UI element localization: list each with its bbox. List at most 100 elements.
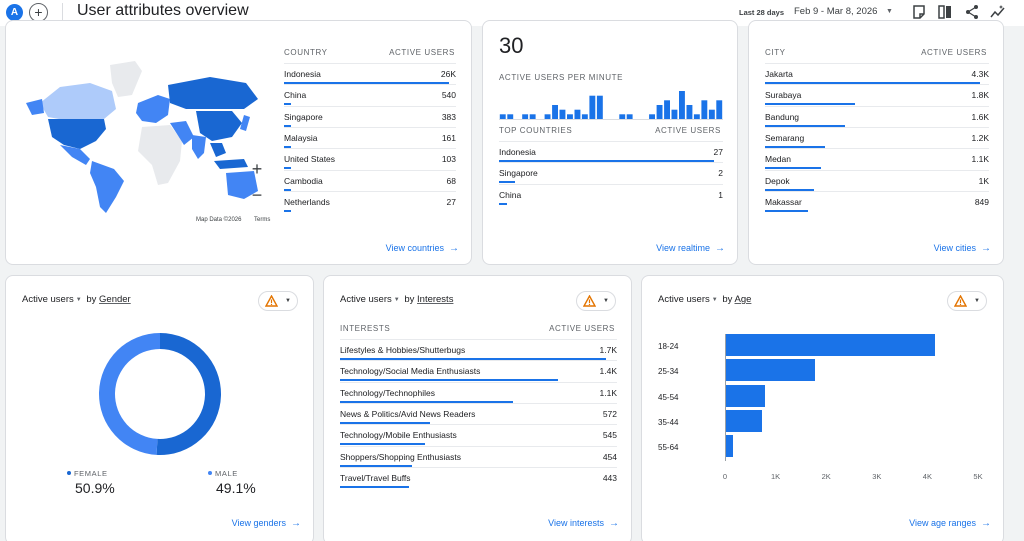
- map-region-russia[interactable]: [168, 77, 258, 109]
- minute-bar[interactable]: [716, 100, 723, 119]
- minute-bar[interactable]: [708, 109, 715, 119]
- dimension-selector[interactable]: Gender: [99, 294, 131, 305]
- map-region-united-states[interactable]: [48, 119, 106, 149]
- map-region-japan[interactable]: [240, 115, 250, 131]
- table-row[interactable]: Singapore 2: [499, 162, 723, 184]
- minute-bar[interactable]: [589, 95, 596, 119]
- age-bar[interactable]: [725, 384, 766, 407]
- world-map[interactable]: [20, 57, 260, 217]
- map-region-mexico[interactable]: [60, 145, 90, 165]
- view-genders-label[interactable]: View genders: [231, 518, 286, 528]
- compare-icon[interactable]: [937, 4, 953, 20]
- view-genders-link[interactable]: View genders →: [232, 518, 301, 529]
- minute-bar[interactable]: [559, 109, 566, 119]
- map-region-africa[interactable]: [138, 125, 182, 185]
- view-countries-label[interactable]: View countries: [385, 243, 444, 253]
- minute-bar[interactable]: [693, 114, 700, 119]
- active-users-per-minute-chart[interactable]: [499, 89, 723, 119]
- minute-bar[interactable]: [522, 114, 529, 119]
- column-header-country[interactable]: COUNTRY: [284, 48, 328, 57]
- metric-selector[interactable]: Active users: [658, 294, 710, 305]
- table-row[interactable]: China 540: [284, 84, 456, 106]
- column-header-active-users[interactable]: ACTIVE USERS: [549, 324, 615, 333]
- map-region-southeast-asia[interactable]: [210, 143, 226, 157]
- view-interests-link[interactable]: View interests →: [548, 518, 619, 529]
- table-row[interactable]: Singapore 383: [284, 105, 456, 127]
- minute-bar[interactable]: [626, 114, 633, 119]
- view-cities-label[interactable]: View cities: [933, 243, 976, 253]
- table-row[interactable]: Indonesia 27: [499, 141, 723, 162]
- column-header-city[interactable]: CITY: [765, 48, 786, 57]
- page-title[interactable]: User attributes overview: [77, 1, 249, 22]
- minute-bar[interactable]: [686, 105, 693, 119]
- view-interests-label[interactable]: View interests: [548, 518, 604, 528]
- view-countries-link[interactable]: View countries →: [386, 243, 459, 254]
- minute-bar[interactable]: [529, 114, 536, 119]
- table-row[interactable]: Cambodia 68: [284, 169, 456, 191]
- data-quality-chip[interactable]: ▼: [258, 291, 298, 311]
- map-region-india[interactable]: [192, 135, 206, 159]
- view-realtime-link[interactable]: View realtime →: [656, 243, 725, 254]
- view-cities-link[interactable]: View cities →: [934, 243, 991, 254]
- map-terms-link[interactable]: Terms: [254, 217, 271, 223]
- annotation-icon[interactable]: [911, 4, 927, 20]
- map-region-china[interactable]: [196, 111, 242, 141]
- minute-bar[interactable]: [499, 114, 506, 119]
- table-row[interactable]: Lifestyles & Hobbies/Shutterbugs 1.7K: [340, 339, 617, 360]
- minute-bar[interactable]: [671, 109, 678, 119]
- age-bar[interactable]: [725, 435, 733, 458]
- table-row[interactable]: Jakarta 4.3K: [765, 63, 989, 84]
- minute-bar[interactable]: [581, 114, 588, 119]
- metric-dropdown-icon[interactable]: ▼: [75, 297, 82, 303]
- column-header-active-users[interactable]: ACTIVE USERS: [655, 126, 721, 135]
- gender-donut-chart[interactable]: [98, 332, 222, 456]
- data-quality-chip[interactable]: ▼: [576, 291, 616, 311]
- minute-bar[interactable]: [596, 95, 603, 119]
- minute-bar[interactable]: [619, 114, 626, 119]
- table-row[interactable]: China 1: [499, 183, 723, 205]
- metric-dropdown-icon[interactable]: ▼: [393, 297, 400, 303]
- view-age-ranges-label[interactable]: View age ranges: [909, 518, 976, 528]
- table-row[interactable]: Depok 1K: [765, 169, 989, 191]
- data-quality-chip[interactable]: ▼: [947, 291, 987, 311]
- metric-selector[interactable]: Active users: [340, 294, 392, 305]
- metric-selector[interactable]: Active users: [22, 294, 74, 305]
- minute-bar[interactable]: [544, 114, 551, 119]
- map-region-canada[interactable]: [40, 83, 116, 121]
- insights-icon[interactable]: [990, 4, 1006, 20]
- map-region-australia[interactable]: [226, 171, 258, 199]
- table-row[interactable]: Netherlands 27: [284, 190, 456, 212]
- column-header-active-users[interactable]: ACTIVE USERS: [389, 48, 455, 57]
- table-row[interactable]: Makassar 849: [765, 190, 989, 212]
- table-row[interactable]: Semarang 1.2K: [765, 126, 989, 148]
- table-row[interactable]: News & Politics/Avid News Readers 572: [340, 402, 617, 424]
- table-row[interactable]: Technology/Mobile Enthusiasts 545: [340, 424, 617, 446]
- map-region-south-america[interactable]: [90, 161, 124, 213]
- donut-slice-female[interactable]: [156, 333, 222, 455]
- account-avatar[interactable]: A: [6, 4, 23, 21]
- minute-bar[interactable]: [679, 91, 685, 119]
- dimension-selector[interactable]: Age: [734, 294, 752, 305]
- table-row[interactable]: Bandung 1.6K: [765, 105, 989, 127]
- column-header-active-users[interactable]: ACTIVE USERS: [921, 48, 987, 57]
- minute-bar[interactable]: [649, 114, 655, 119]
- table-row[interactable]: Shoppers/Shopping Enthusiasts 454: [340, 445, 617, 467]
- table-row[interactable]: Surabaya 1.8K: [765, 84, 989, 106]
- age-bar[interactable]: [725, 359, 816, 382]
- table-row[interactable]: Travel/Travel Buffs 443: [340, 466, 617, 488]
- minute-bar[interactable]: [656, 105, 663, 119]
- date-range-dropdown-icon[interactable]: ▼: [886, 8, 893, 15]
- map-region-greenland[interactable]: [110, 61, 142, 97]
- column-header-top-countries[interactable]: TOP COUNTRIES: [499, 126, 573, 135]
- column-header-interests[interactable]: INTERESTS: [340, 324, 391, 333]
- dimension-selector[interactable]: Interests: [417, 294, 454, 305]
- age-bar[interactable]: [725, 409, 762, 432]
- minute-bar[interactable]: [507, 114, 514, 119]
- table-row[interactable]: Indonesia 26K: [284, 63, 456, 84]
- map-zoom-out-button[interactable]: −: [251, 185, 263, 205]
- table-row[interactable]: United States 103: [284, 148, 456, 170]
- minute-bar[interactable]: [567, 114, 573, 119]
- table-row[interactable]: Medan 1.1K: [765, 148, 989, 170]
- table-row[interactable]: Technology/Social Media Enthusiasts 1.4K: [340, 360, 617, 382]
- share-icon[interactable]: [964, 4, 980, 20]
